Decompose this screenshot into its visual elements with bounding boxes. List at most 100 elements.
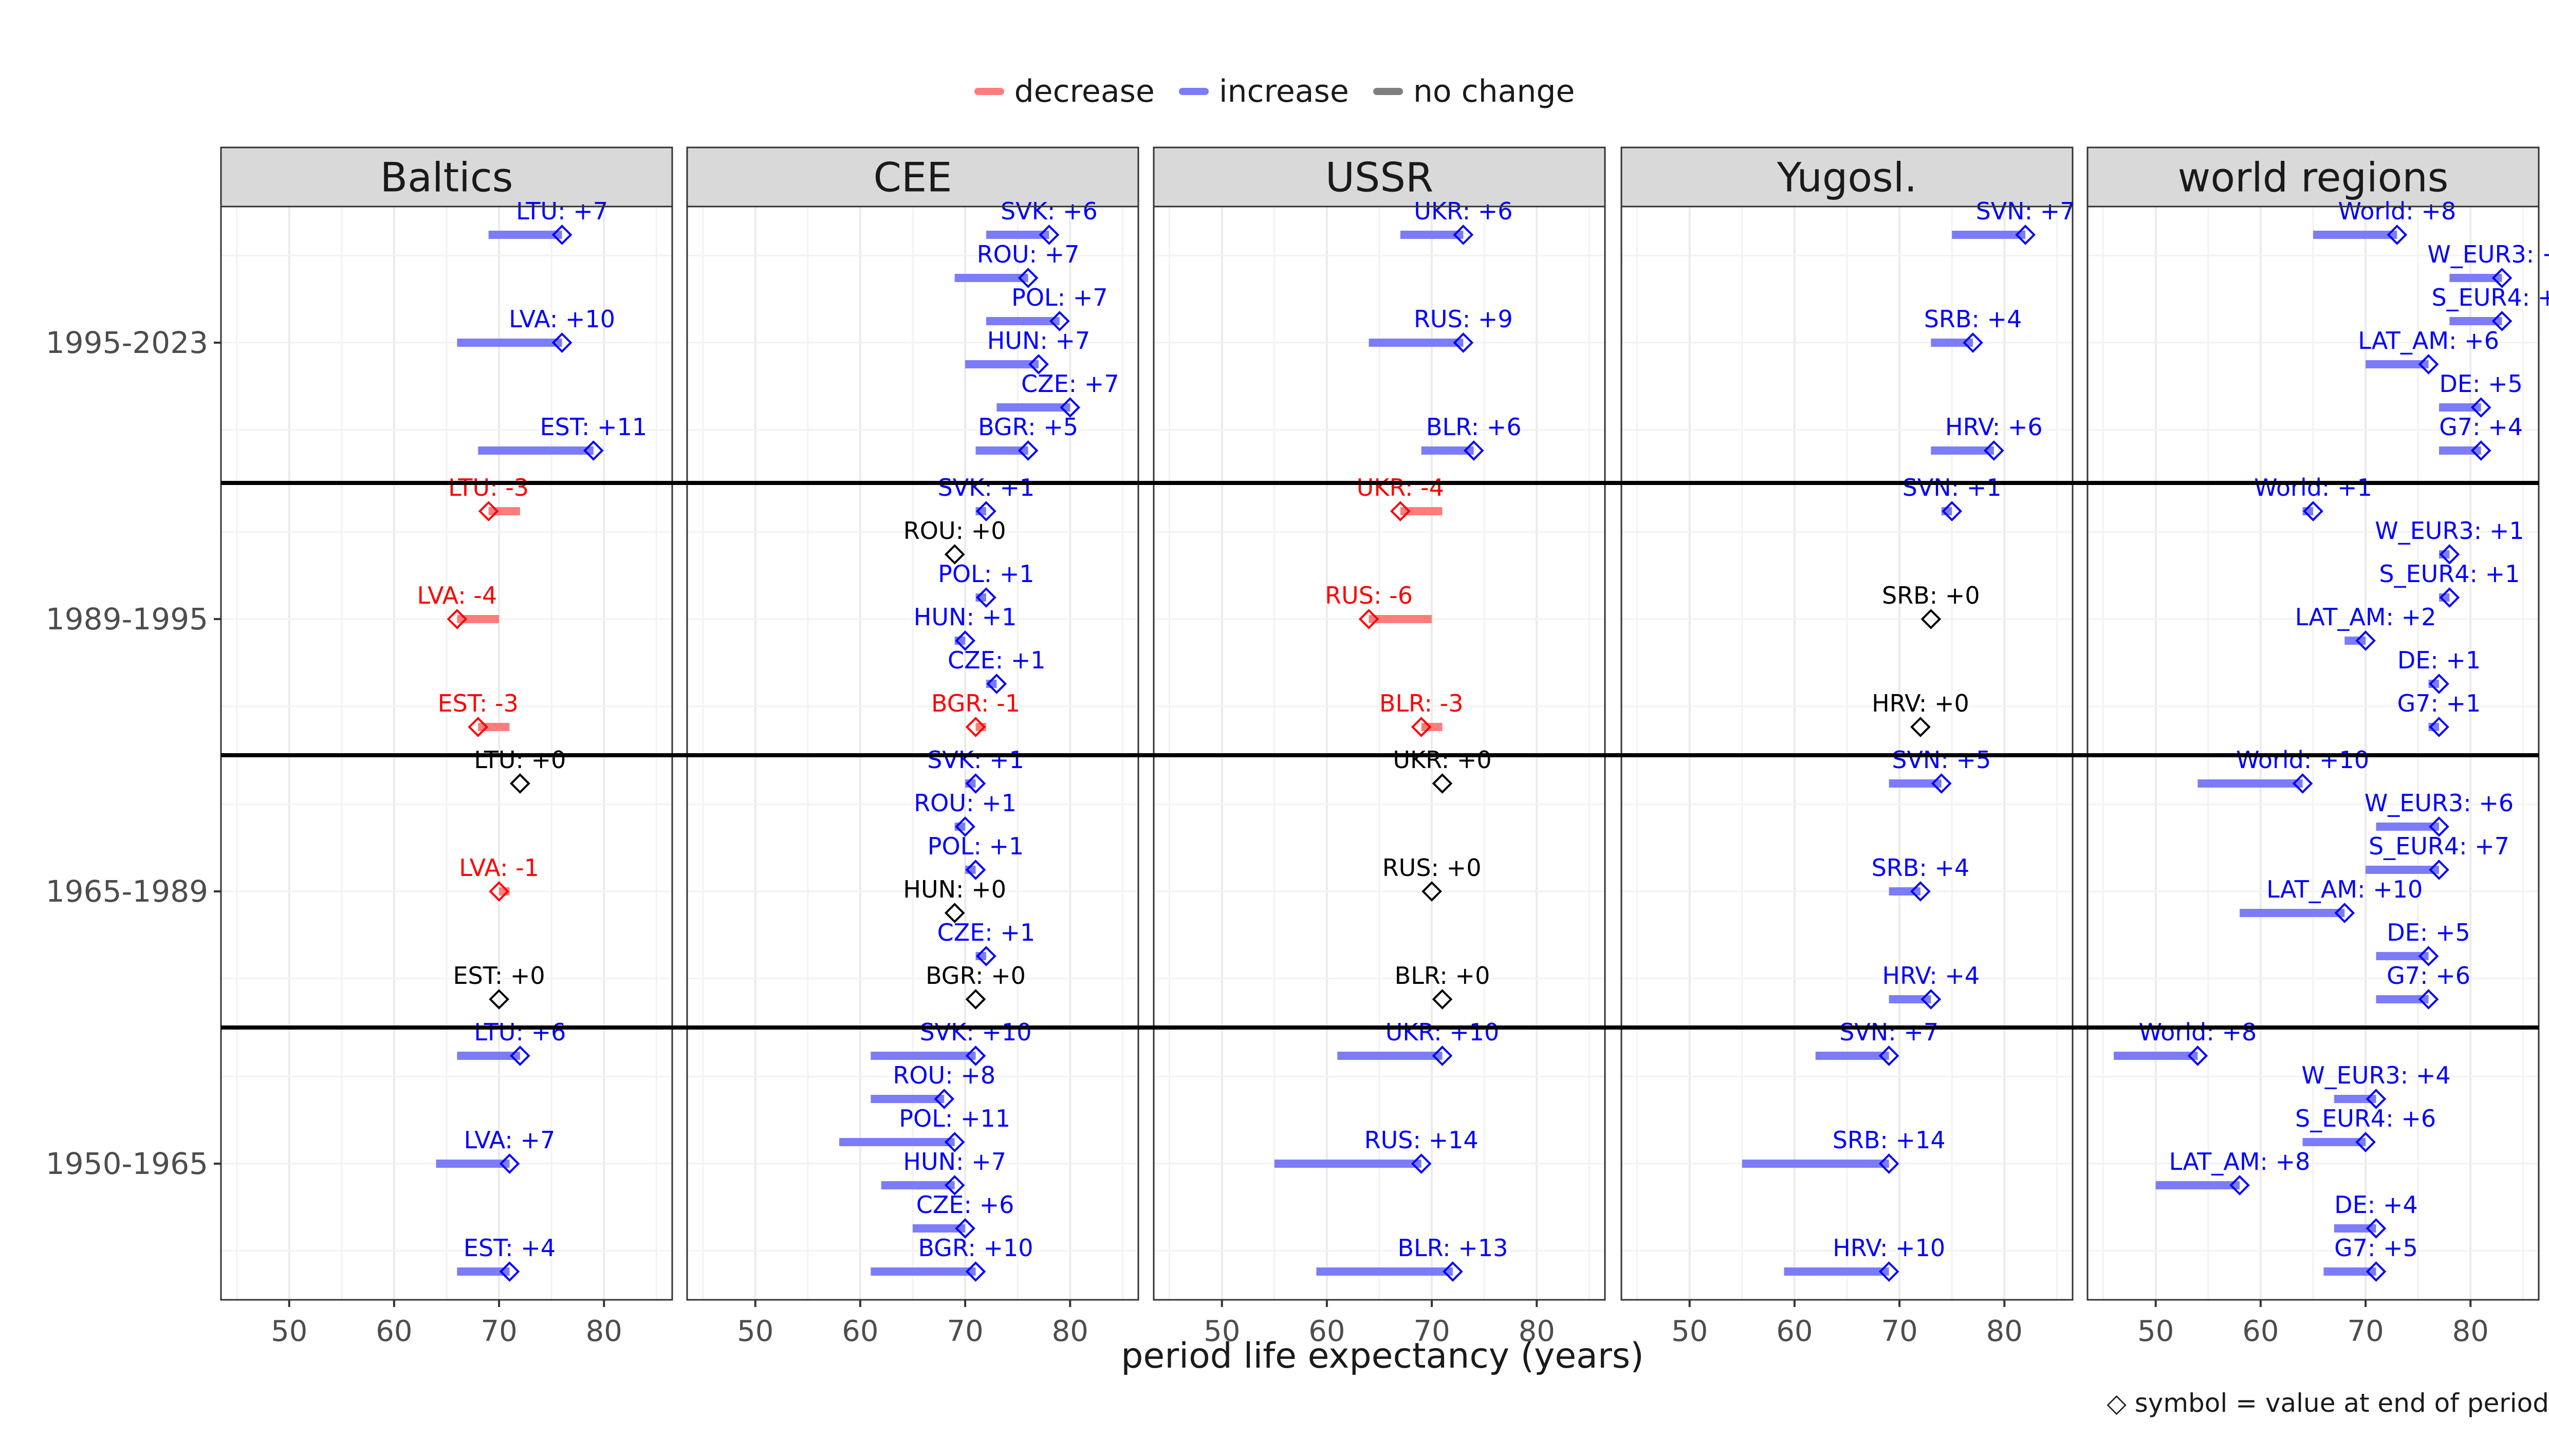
data-label: SVK: +6 [1001, 197, 1098, 225]
data-label: RUS: +14 [1364, 1126, 1479, 1154]
data-label: World: +10 [2236, 746, 2369, 774]
end-diamond [510, 1046, 530, 1066]
end-diamond [2366, 1089, 2387, 1109]
end-diamond [1411, 717, 1432, 737]
end-diamond [944, 1175, 965, 1196]
x-tick-label: 50 [271, 1315, 307, 1348]
end-diamond [965, 717, 986, 737]
data-label: LAT_AM: +6 [2358, 327, 2499, 354]
end-diamond [1920, 609, 1942, 629]
end-diamond [1432, 773, 1453, 794]
data-label: LVA: +7 [464, 1126, 556, 1154]
data-label: SRB: +4 [1872, 854, 1970, 882]
data-label: EST: +4 [464, 1234, 556, 1262]
end-diamond [1878, 1261, 1899, 1282]
legend-item-no-change: no change [1373, 73, 1575, 109]
end-diamond [986, 674, 1007, 694]
caption: ◇ symbol = value at end of period [2107, 1388, 2549, 1418]
legend-key-decrease [974, 88, 1004, 95]
data-label: POL: +1 [938, 560, 1035, 588]
end-diamond [1878, 1153, 1899, 1174]
end-diamond [2387, 225, 2408, 245]
data-label: SRB: +4 [1924, 305, 2022, 333]
data-label: S_EUR4: +6 [2295, 1105, 2436, 1132]
data-label: World: +8 [2338, 197, 2456, 225]
data-label: BLR: -3 [1379, 689, 1464, 717]
x-tick-label: 60 [2242, 1315, 2279, 1348]
legend-key-no-change [1373, 88, 1403, 95]
end-diamond [955, 630, 975, 651]
x-tick-label: 80 [1052, 1315, 1088, 1348]
end-diamond [1463, 440, 1484, 461]
data-label: G7: +5 [2334, 1234, 2418, 1262]
x-tick-label: 80 [1986, 1315, 2023, 1348]
x-tick-label: 60 [842, 1315, 878, 1348]
end-diamond [976, 946, 996, 966]
end-diamond [551, 332, 572, 353]
end-diamond [478, 501, 499, 521]
end-diamond [965, 1261, 986, 1282]
facet-title: world regions [2178, 155, 2449, 201]
x-tick-label: 60 [376, 1315, 412, 1348]
legend-label-increase: increase [1218, 73, 1349, 109]
x-tick-label: 80 [2452, 1315, 2489, 1348]
end-diamond [944, 544, 965, 565]
end-diamond [1963, 332, 1983, 353]
end-diamond [2439, 587, 2460, 608]
data-label: EST: +11 [540, 413, 648, 441]
data-label: EST: +0 [453, 962, 545, 990]
facet-strip [686, 146, 1139, 208]
data-label: W_EUR3: +6 [2365, 789, 2514, 817]
legend-label-decrease: decrease [1014, 73, 1155, 109]
x-tick-label: 50 [737, 1315, 773, 1348]
data-label: BLR: +13 [1397, 1234, 1508, 1262]
data-label: CZE: +1 [948, 646, 1046, 674]
y-tick-label: 1989-1995 [46, 602, 208, 637]
data-label: SVN: +7 [1839, 1018, 1938, 1046]
data-label: W_EUR3: +5 [2427, 240, 2549, 268]
end-diamond [1432, 1046, 1453, 1066]
data-label: LVA: +10 [509, 305, 615, 333]
data-label: SVK: +1 [927, 746, 1024, 774]
data-label: HUN: +7 [903, 1148, 1006, 1175]
end-diamond [2418, 989, 2439, 1010]
end-diamond [2334, 903, 2355, 923]
data-label: DE: +5 [2387, 919, 2470, 946]
end-diamond [2355, 630, 2376, 651]
facet-title: USSR [1325, 155, 1433, 201]
end-diamond [1942, 501, 1963, 521]
end-diamond [1443, 1261, 1463, 1282]
data-label: ROU: +0 [903, 517, 1006, 545]
y-tick-label: 1950-1965 [46, 1146, 208, 1181]
data-label: DE: +1 [2397, 646, 2481, 674]
data-label: ROU: +7 [977, 240, 1080, 268]
data-label: World: +8 [2139, 1018, 2257, 1046]
data-label: W_EUR3: +1 [2375, 517, 2524, 545]
facet-title: Baltics [380, 155, 513, 201]
end-diamond [2470, 397, 2491, 418]
end-diamond [2366, 1218, 2387, 1239]
facet-strip [1153, 146, 1606, 208]
data-label: SVN: +7 [1976, 197, 2075, 225]
data-label: CZE: +7 [1021, 370, 1119, 398]
y-tick-label: 1995-2023 [46, 325, 208, 360]
legend-key-increase [1178, 88, 1209, 95]
legend-item-decrease: decrease [974, 73, 1155, 109]
x-tick-label: 80 [1519, 1315, 1555, 1348]
end-diamond [1910, 717, 1931, 737]
x-tick-label: 70 [1881, 1315, 1917, 1348]
x-tick-label: 70 [947, 1315, 983, 1348]
x-axis-title: period life expectancy (years) [1121, 1336, 1644, 1376]
end-diamond [1028, 354, 1049, 375]
end-diamond [1453, 332, 1474, 353]
end-diamond [2292, 773, 2313, 794]
end-diamond [551, 225, 572, 245]
data-label: BLR: +6 [1426, 413, 1522, 441]
data-label: W_EUR3: +4 [2301, 1061, 2450, 1089]
end-diamond [510, 773, 530, 794]
data-label: LVA: -1 [459, 854, 539, 882]
data-label: POL: +11 [899, 1105, 1010, 1132]
end-diamond [1421, 881, 1442, 902]
data-label: HRV: +10 [1833, 1234, 1945, 1262]
